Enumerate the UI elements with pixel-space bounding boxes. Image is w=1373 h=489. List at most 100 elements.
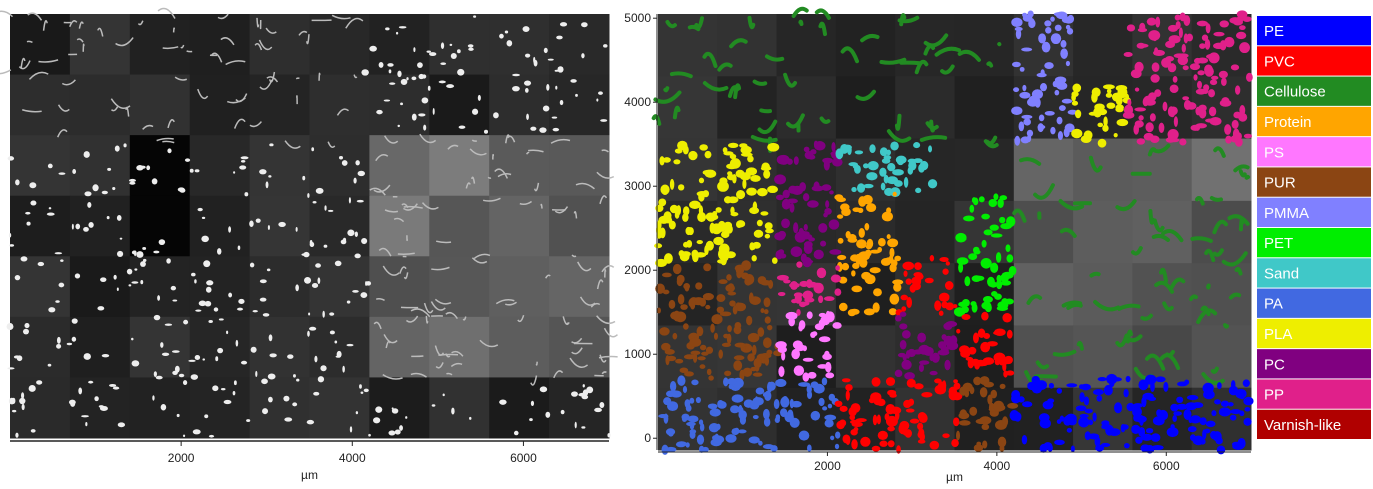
particle bbox=[418, 113, 425, 116]
particle bbox=[48, 307, 55, 312]
particle bbox=[468, 44, 474, 47]
particle bbox=[766, 350, 772, 355]
particle bbox=[342, 366, 345, 373]
particle bbox=[1173, 76, 1178, 83]
particle bbox=[814, 250, 824, 260]
fiber bbox=[665, 88, 667, 90]
particle bbox=[548, 59, 554, 61]
particle bbox=[136, 165, 143, 171]
particle bbox=[1002, 313, 1011, 322]
particle bbox=[746, 316, 752, 326]
particle bbox=[841, 208, 851, 216]
image-tile bbox=[489, 14, 549, 75]
particle bbox=[817, 268, 826, 279]
particle bbox=[194, 279, 196, 283]
particle bbox=[307, 420, 314, 424]
particle bbox=[726, 163, 737, 169]
particle bbox=[753, 415, 759, 419]
particle bbox=[1098, 139, 1107, 148]
particle bbox=[427, 50, 431, 52]
particle bbox=[987, 277, 995, 287]
fiber bbox=[319, 73, 320, 80]
particle bbox=[1203, 383, 1214, 394]
particle bbox=[1243, 379, 1250, 387]
particle bbox=[686, 442, 690, 447]
image-tile bbox=[130, 75, 190, 136]
particle bbox=[97, 306, 104, 310]
fiber bbox=[488, 177, 491, 178]
particle bbox=[9, 244, 14, 247]
particle bbox=[1044, 62, 1054, 69]
particle bbox=[1137, 138, 1145, 144]
particle bbox=[939, 311, 944, 316]
particle bbox=[873, 288, 882, 296]
particle bbox=[219, 318, 224, 320]
image-tile bbox=[549, 196, 609, 257]
particle bbox=[768, 382, 776, 391]
particle bbox=[1002, 362, 1006, 372]
particle bbox=[1235, 389, 1246, 399]
particle bbox=[560, 22, 567, 26]
particle bbox=[81, 415, 89, 417]
particle bbox=[699, 419, 703, 425]
particle bbox=[209, 435, 214, 438]
particle bbox=[842, 434, 850, 443]
particle bbox=[505, 31, 508, 34]
fiber bbox=[988, 63, 991, 65]
particle bbox=[84, 353, 91, 360]
particle bbox=[31, 429, 36, 432]
particle bbox=[708, 375, 714, 380]
particle bbox=[557, 66, 563, 72]
image-tile bbox=[310, 135, 370, 196]
legend-label: Cellulose bbox=[1264, 84, 1326, 101]
particle bbox=[395, 430, 401, 435]
particle bbox=[1190, 415, 1201, 423]
particle bbox=[292, 402, 297, 406]
particle bbox=[324, 245, 328, 248]
particle bbox=[866, 203, 876, 212]
particle bbox=[851, 187, 856, 192]
particle bbox=[822, 406, 827, 410]
image-tile bbox=[429, 14, 489, 75]
particle bbox=[724, 196, 732, 203]
image-tile bbox=[250, 256, 310, 317]
particle bbox=[544, 48, 548, 53]
particle bbox=[1170, 424, 1174, 429]
particle bbox=[973, 198, 978, 206]
particle bbox=[112, 187, 115, 190]
particle bbox=[1057, 388, 1062, 394]
particle bbox=[1210, 79, 1217, 85]
image-tile bbox=[130, 377, 190, 438]
particle bbox=[919, 364, 924, 372]
particle bbox=[929, 354, 933, 361]
particle bbox=[179, 188, 185, 193]
particle bbox=[1213, 32, 1224, 37]
particle bbox=[789, 203, 794, 212]
particle bbox=[142, 247, 146, 250]
particle bbox=[75, 273, 80, 278]
image-tile bbox=[836, 14, 896, 77]
particle bbox=[839, 303, 848, 312]
image-tile bbox=[1073, 139, 1133, 202]
particle bbox=[1211, 410, 1216, 416]
particle bbox=[706, 241, 714, 251]
particle bbox=[866, 172, 877, 180]
particle bbox=[1123, 112, 1135, 119]
particle bbox=[835, 444, 839, 449]
particle bbox=[930, 255, 934, 261]
particle bbox=[956, 329, 960, 334]
particle bbox=[662, 273, 672, 278]
particle bbox=[906, 409, 915, 413]
particle bbox=[964, 390, 969, 398]
particle bbox=[357, 200, 364, 203]
particle bbox=[88, 222, 93, 228]
particle bbox=[57, 337, 61, 344]
particle bbox=[829, 394, 835, 401]
image-tile bbox=[10, 317, 70, 378]
particle bbox=[811, 381, 819, 388]
particle bbox=[1023, 118, 1031, 125]
particle bbox=[1098, 377, 1107, 381]
particle bbox=[355, 160, 359, 165]
particle bbox=[268, 225, 270, 230]
particle bbox=[241, 160, 245, 163]
